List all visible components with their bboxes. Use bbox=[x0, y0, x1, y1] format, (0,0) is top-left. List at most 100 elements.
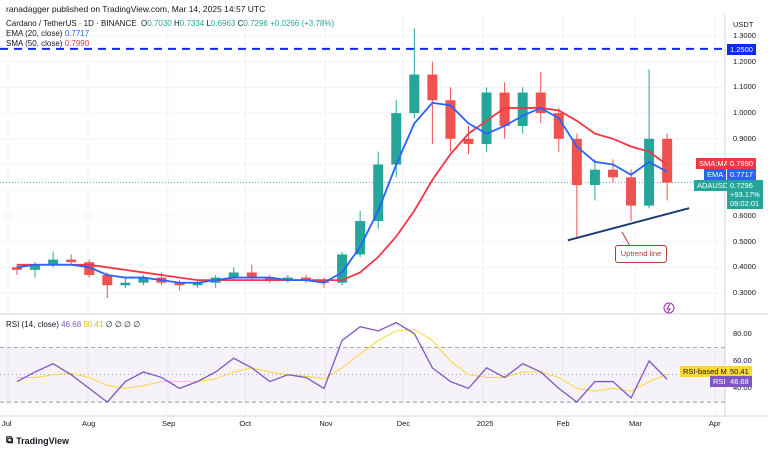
price-tick-label: 0.3000 bbox=[733, 288, 756, 297]
tradingview-logo-icon: ⧉ bbox=[6, 435, 14, 446]
rsi-ma-value: 50.41 bbox=[83, 320, 104, 329]
candle-body bbox=[246, 272, 257, 278]
ema-value: 0.7717 bbox=[64, 29, 90, 38]
ema-line bbox=[16, 101, 668, 284]
candle-body bbox=[409, 74, 420, 114]
price-tick-label: 1.1000 bbox=[733, 82, 756, 92]
time-tick-label: Sep bbox=[161, 419, 176, 428]
low-label: L bbox=[206, 19, 211, 28]
candle-body bbox=[427, 74, 438, 101]
candle-body bbox=[192, 282, 203, 286]
time-tick-label: Dec bbox=[396, 419, 411, 428]
time-tick-label: Mar bbox=[628, 419, 642, 428]
price-value: 0.7296 bbox=[730, 181, 753, 190]
close-value: 0.7296 bbox=[243, 19, 268, 28]
countdown: 09:02:01 bbox=[730, 199, 760, 208]
rsi-badge: 46.68 bbox=[727, 376, 752, 387]
candle-body bbox=[102, 275, 113, 286]
candle-body bbox=[337, 254, 348, 283]
open-label: O bbox=[141, 19, 148, 28]
footer-logo[interactable]: ⧉ TradingView bbox=[6, 435, 69, 446]
currency-label: USDT bbox=[733, 20, 754, 29]
rsi-ma-badge-name: RSI-based MA bbox=[680, 366, 735, 377]
ohlc-legend: Cardano / TetherUS · 1D · BINANCE O0.703… bbox=[6, 19, 334, 28]
time-tick-label: Jul bbox=[2, 419, 12, 428]
price-tick-label: 1.3000 bbox=[733, 31, 756, 40]
annotation-pointer bbox=[621, 231, 640, 247]
time-tick-label: Oct bbox=[239, 419, 252, 428]
sma-line bbox=[17, 107, 668, 282]
candle-body bbox=[535, 92, 546, 114]
price-change: +93.17% bbox=[730, 190, 760, 199]
candle-body bbox=[30, 264, 41, 270]
candle-body bbox=[373, 164, 384, 222]
time-tick-label: 2025 bbox=[476, 419, 494, 428]
footer-text: TradingView bbox=[16, 435, 69, 446]
candle-body bbox=[319, 280, 330, 283]
candle-body bbox=[66, 259, 77, 263]
sma-label: SMA (50, close) bbox=[6, 39, 63, 48]
candle-body bbox=[12, 267, 22, 270]
price-badge: 0.7296 +93.17% 09:02:01 bbox=[727, 180, 763, 209]
uptrend-annotation[interactable]: Uptrend line bbox=[615, 245, 667, 263]
low-value: 0.6963 bbox=[210, 19, 236, 28]
candle-body bbox=[282, 277, 293, 281]
candle-body bbox=[120, 282, 131, 286]
candle-body bbox=[463, 138, 474, 144]
sma-badge: 0.7990 bbox=[727, 158, 756, 169]
close-label: C bbox=[237, 19, 244, 28]
candle-body bbox=[662, 138, 673, 183]
symbol-title[interactable]: Cardano / TetherUS · 1D · BINANCE bbox=[6, 19, 137, 28]
ema-badge: 0.7717 bbox=[727, 169, 756, 180]
time-tick-label: Nov bbox=[319, 419, 333, 428]
rsi-extra: ∅ ∅ ∅ ∅ bbox=[105, 320, 141, 329]
resistance-badge: 1.2500 bbox=[727, 44, 756, 55]
candle-body bbox=[391, 113, 402, 165]
candle-body bbox=[517, 92, 528, 126]
ema-badge-name: EMA bbox=[704, 169, 727, 180]
lightning-icon-glyph bbox=[666, 303, 671, 313]
ema-legend[interactable]: EMA (20, close) 0.7717 bbox=[6, 29, 89, 38]
candle-body bbox=[589, 169, 600, 186]
uptrend-line bbox=[567, 207, 690, 242]
candle-body bbox=[174, 282, 185, 286]
candle-body bbox=[264, 277, 275, 281]
rsi-ma-line bbox=[17, 328, 668, 392]
ema-label: EMA (20, close) bbox=[6, 29, 63, 38]
rsi-legend[interactable]: RSI (14, close) 46.68 50.41 ∅ ∅ ∅ ∅ bbox=[6, 320, 140, 329]
price-tick-label: 0.9000 bbox=[733, 133, 756, 143]
candle-body bbox=[499, 92, 510, 126]
candle-body bbox=[445, 100, 456, 139]
change-value: +0.0266 (+3.78%) bbox=[270, 19, 335, 28]
sma-legend[interactable]: SMA (50, close) 0.7990 bbox=[6, 39, 89, 48]
high-label: H bbox=[173, 19, 180, 28]
candle-body bbox=[644, 138, 655, 206]
rsi-tick-label: 60.00 bbox=[733, 356, 752, 365]
time-tick-label: Apr bbox=[708, 419, 721, 428]
open-value: 0.7030 bbox=[147, 19, 172, 28]
rsi-ma-badge: 50.41 bbox=[727, 366, 752, 377]
sma-badge-name: SMA:MA bbox=[696, 158, 732, 169]
sma-value: 0.7990 bbox=[64, 39, 90, 48]
high-value: 0.7334 bbox=[179, 19, 205, 28]
candle-body bbox=[48, 259, 59, 265]
candle-body bbox=[138, 277, 149, 283]
candle-body bbox=[228, 272, 239, 278]
candle-body bbox=[355, 221, 366, 255]
candle-body bbox=[300, 277, 311, 281]
rsi-value: 46.68 bbox=[61, 320, 82, 329]
candle-body bbox=[84, 262, 95, 276]
candle-body bbox=[607, 169, 618, 178]
rsi-line bbox=[16, 321, 668, 403]
lightning-icon bbox=[663, 302, 675, 314]
candle-body bbox=[571, 138, 582, 186]
price-tick-label: 0.4000 bbox=[733, 262, 756, 272]
price-tick-label: 0.5000 bbox=[733, 236, 756, 246]
rsi-label: RSI (14, close) bbox=[6, 320, 59, 329]
time-tick-label: Feb bbox=[556, 419, 570, 428]
price-tick-label: 1.0000 bbox=[733, 108, 756, 118]
candle-body bbox=[553, 113, 564, 139]
rsi-tick-label: 40.00 bbox=[733, 383, 752, 393]
rsi-badge-name: RSI bbox=[710, 376, 729, 387]
